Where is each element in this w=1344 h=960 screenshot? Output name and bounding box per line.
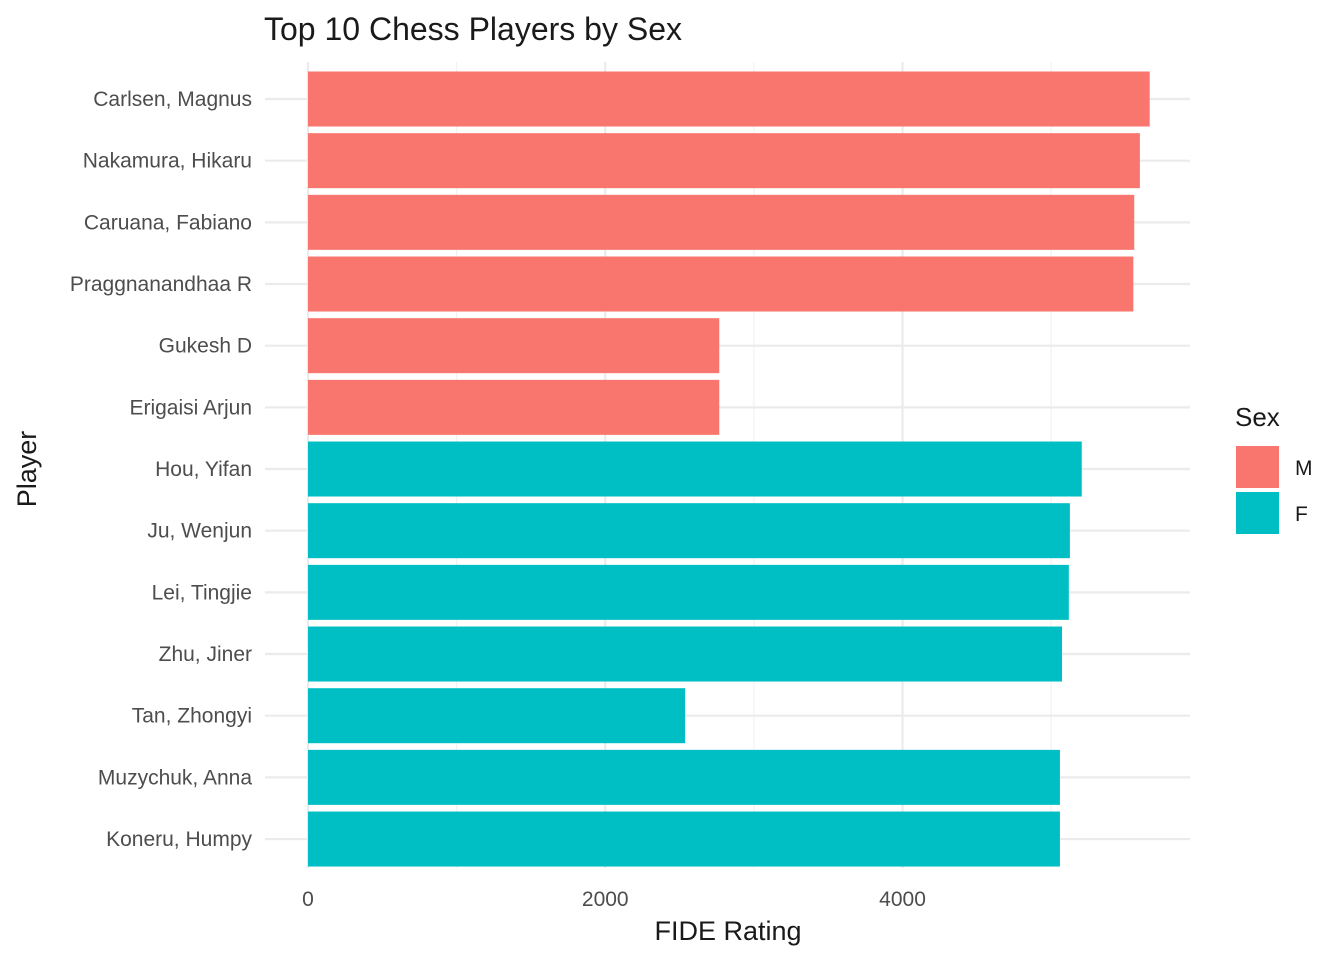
bar-1: [308, 133, 1140, 189]
y-tick-label: Lei, Tingjie: [152, 581, 252, 604]
y-tick-label: Nakamura, Hikaru: [83, 150, 252, 173]
legend-label-F: F: [1295, 503, 1308, 526]
legend-key-F: [1236, 492, 1279, 534]
y-tick-label: Praggnanandhaa R: [70, 273, 252, 296]
legend-key-M: [1236, 446, 1279, 488]
x-tick-label: 2000: [582, 888, 629, 911]
y-axis-title: Player: [12, 431, 42, 508]
x-tick-label: 0: [302, 888, 314, 911]
x-tick-label: 4000: [879, 888, 926, 911]
legend: Sex MF: [1235, 402, 1313, 534]
bar-12: [308, 811, 1060, 867]
y-tick-label: Tan, Zhongyi: [132, 705, 252, 728]
y-tick-label: Carlsen, Magnus: [93, 88, 252, 111]
x-axis-title: FIDE Rating: [654, 916, 801, 946]
bar-10: [308, 688, 686, 744]
bar-0: [308, 71, 1150, 127]
bar-3: [308, 256, 1134, 312]
bar-5: [308, 379, 720, 435]
y-tick-label: Gukesh D: [159, 335, 252, 358]
bar-4: [308, 318, 720, 374]
y-tick-label: Koneru, Humpy: [106, 828, 252, 851]
bar-9: [308, 626, 1062, 682]
y-tick-label: Erigaisi Arjun: [129, 396, 252, 419]
y-tick-label: Hou, Yifan: [155, 458, 252, 481]
y-tick-label: Caruana, Fabiano: [84, 211, 252, 234]
legend-label-M: M: [1295, 457, 1313, 480]
bar-2: [308, 194, 1135, 250]
y-tick-label: Ju, Wenjun: [147, 520, 252, 543]
y-tick-label: Muzychuk, Anna: [98, 766, 252, 789]
y-tick-label: Zhu, Jiner: [159, 643, 252, 666]
legend-title: Sex: [1235, 402, 1280, 432]
bar-11: [308, 749, 1060, 805]
chart-title: Top 10 Chess Players by Sex: [264, 11, 682, 47]
y-tick-labels: Carlsen, Magnus Nakamura, Hikaru Caruana, …: [70, 88, 253, 851]
legend-items: MF: [1236, 446, 1313, 534]
bar-7: [308, 503, 1070, 559]
x-tick-labels: 0 2000 4000: [302, 888, 926, 911]
bar-8: [308, 564, 1069, 620]
bars: [308, 71, 1150, 867]
bar-6: [308, 441, 1082, 497]
